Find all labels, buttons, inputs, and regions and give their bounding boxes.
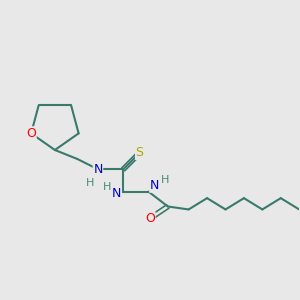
- Text: N: N: [93, 163, 103, 176]
- Text: N: N: [112, 187, 122, 200]
- Text: H: H: [161, 175, 169, 185]
- Text: O: O: [145, 212, 155, 225]
- Text: O: O: [26, 127, 36, 140]
- Text: S: S: [136, 146, 144, 160]
- Text: N: N: [150, 179, 159, 192]
- Text: H: H: [86, 178, 95, 188]
- Text: H: H: [103, 182, 111, 192]
